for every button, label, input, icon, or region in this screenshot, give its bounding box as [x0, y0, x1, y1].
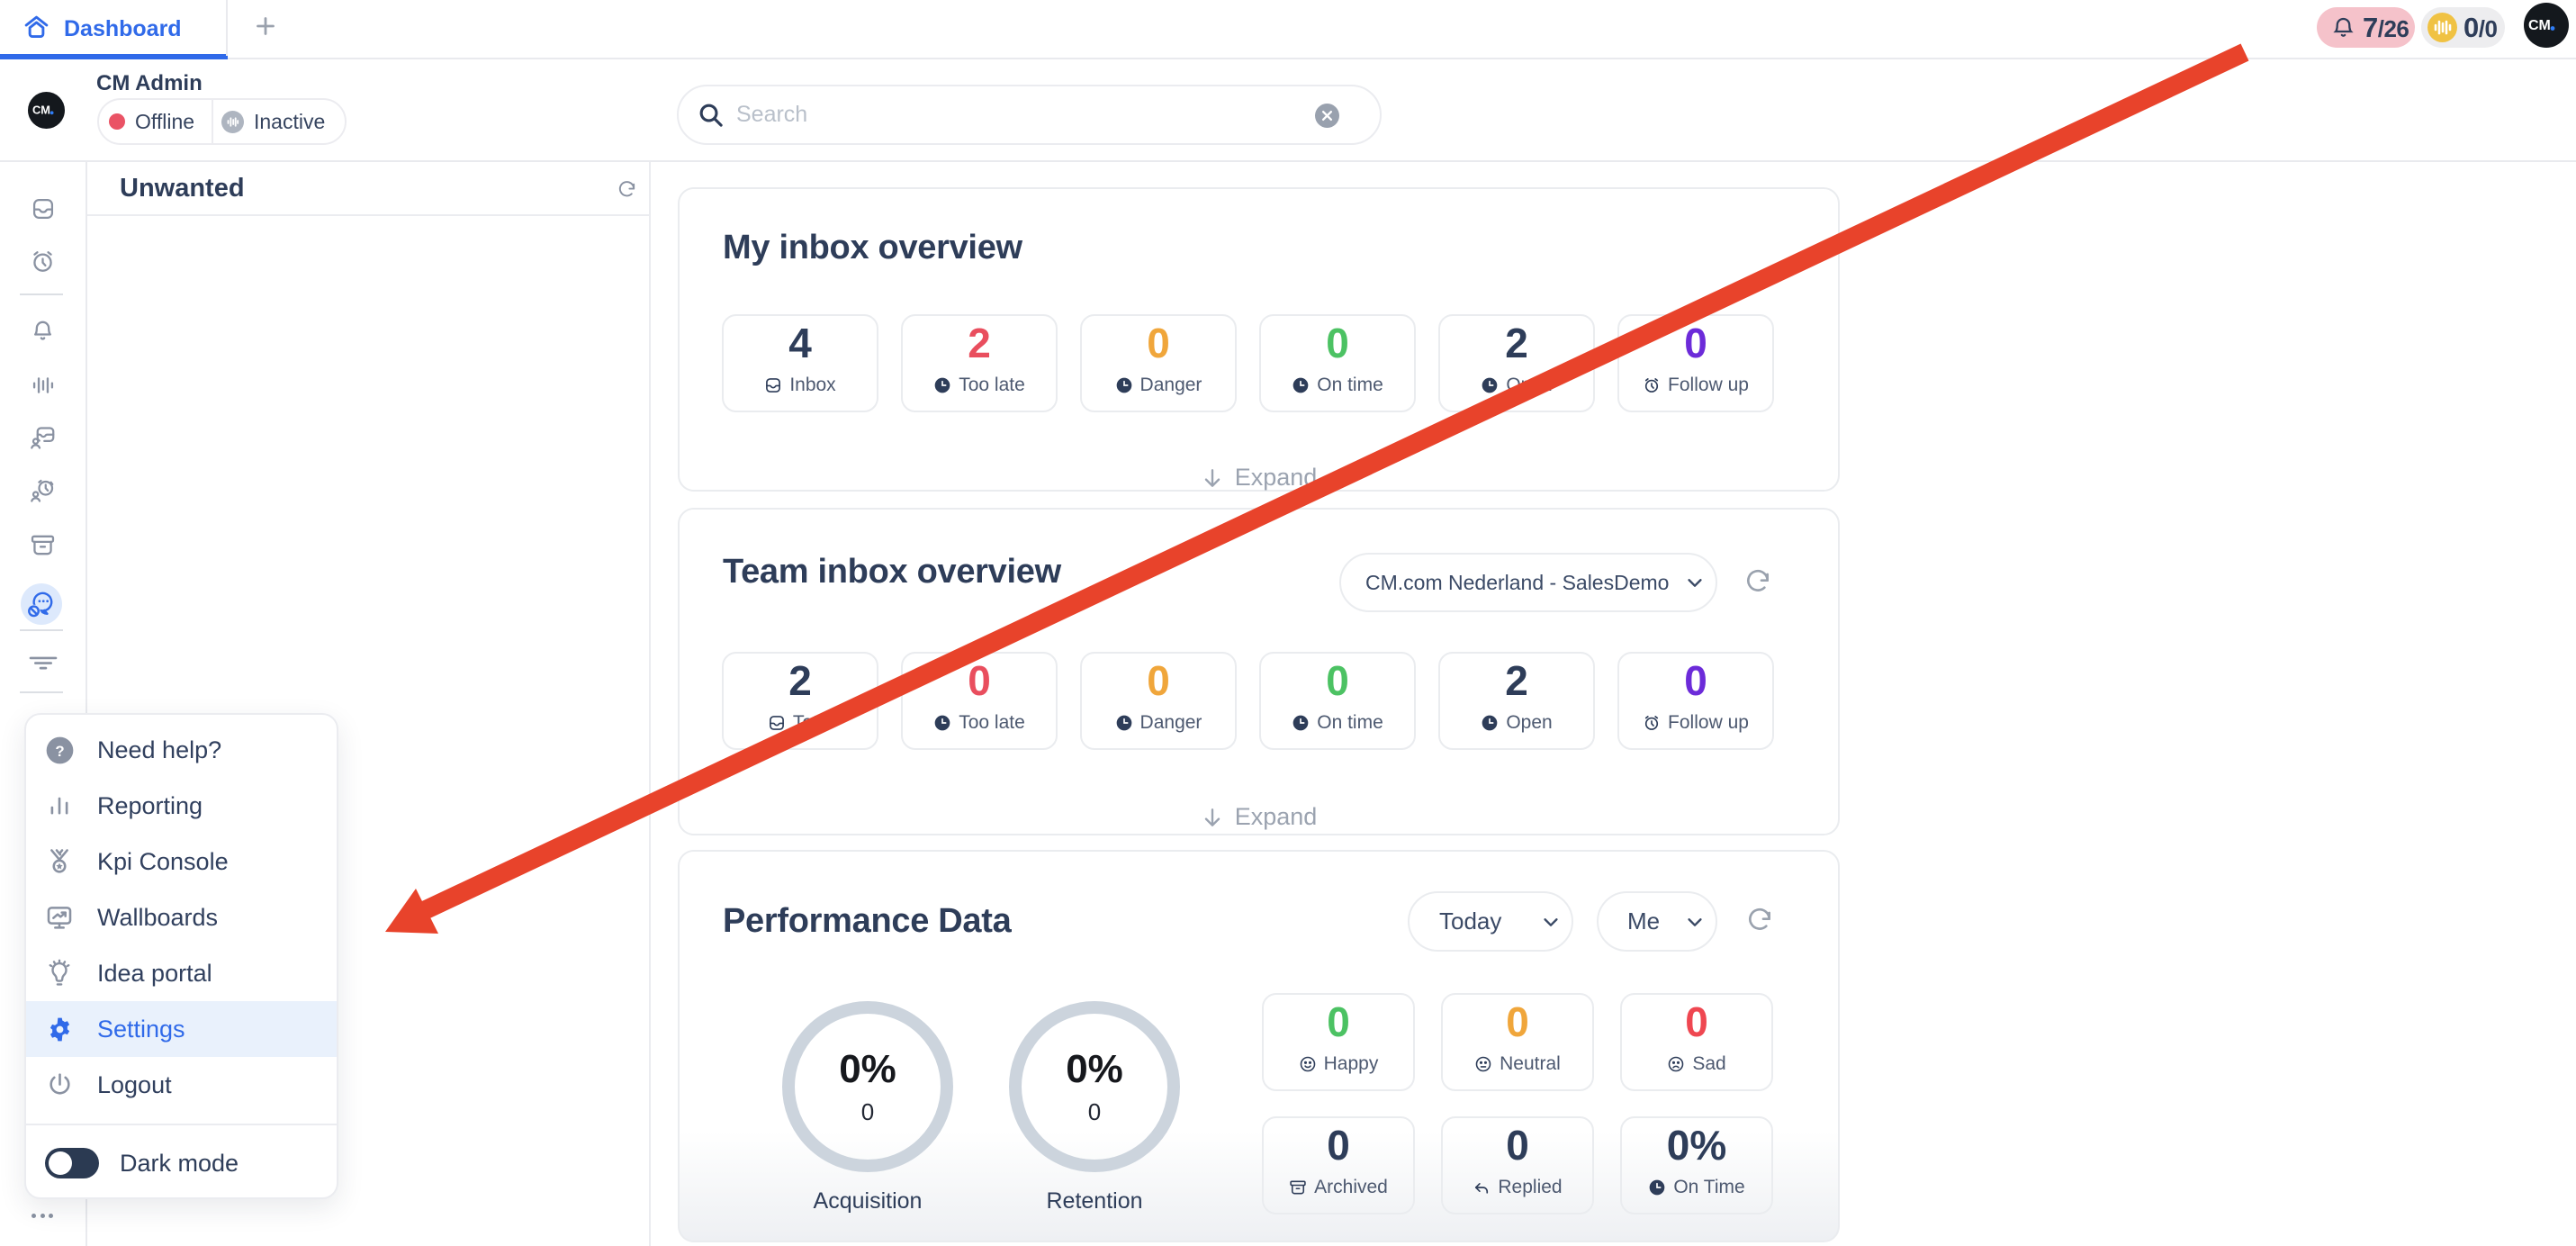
svg-text:?: ?: [55, 742, 64, 759]
svg-text:CM: CM: [32, 104, 50, 117]
svg-text:CM: CM: [2528, 18, 2551, 33]
